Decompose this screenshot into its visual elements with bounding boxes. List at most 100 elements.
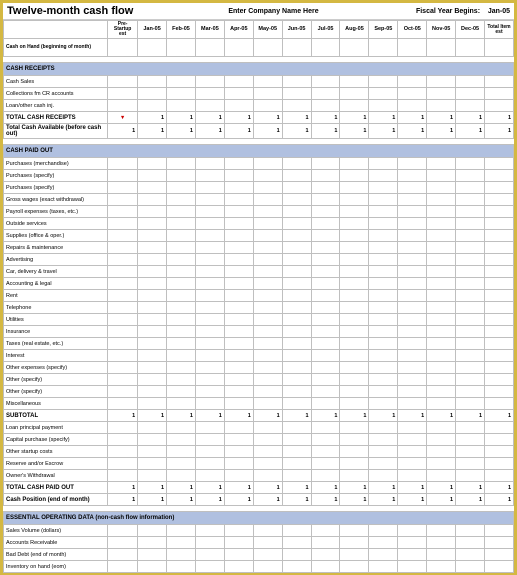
cell[interactable] <box>369 398 398 410</box>
cell[interactable] <box>456 374 485 386</box>
cell[interactable] <box>485 39 514 57</box>
cell[interactable] <box>282 194 311 206</box>
cell[interactable] <box>138 561 167 573</box>
cell[interactable] <box>224 525 253 537</box>
cell[interactable] <box>108 446 138 458</box>
cell[interactable] <box>138 458 167 470</box>
cell[interactable] <box>195 39 224 57</box>
cell[interactable]: 1 <box>224 494 253 506</box>
cell[interactable] <box>340 422 369 434</box>
cell[interactable]: 1 <box>253 124 282 139</box>
cell[interactable] <box>224 386 253 398</box>
cell[interactable]: 1 <box>340 494 369 506</box>
cell[interactable]: 1 <box>108 410 138 422</box>
cell[interactable] <box>108 206 138 218</box>
cell[interactable] <box>224 182 253 194</box>
cell[interactable] <box>167 326 196 338</box>
cell[interactable] <box>311 194 340 206</box>
cell[interactable] <box>369 254 398 266</box>
cell[interactable] <box>340 158 369 170</box>
cell[interactable] <box>108 458 138 470</box>
cell[interactable] <box>167 290 196 302</box>
cell[interactable]: 1 <box>108 494 138 506</box>
cell[interactable] <box>369 39 398 57</box>
cell[interactable] <box>108 338 138 350</box>
cell[interactable]: 1 <box>138 482 167 494</box>
cell[interactable] <box>167 230 196 242</box>
cell[interactable]: 1 <box>456 482 485 494</box>
cell[interactable] <box>282 525 311 537</box>
cell[interactable] <box>224 76 253 88</box>
cell[interactable] <box>340 386 369 398</box>
cell[interactable] <box>398 374 427 386</box>
cell[interactable] <box>282 446 311 458</box>
cell[interactable] <box>427 206 456 218</box>
cell[interactable] <box>108 39 138 57</box>
cell[interactable] <box>108 422 138 434</box>
cell[interactable] <box>282 458 311 470</box>
cell[interactable] <box>253 170 282 182</box>
cell[interactable] <box>195 549 224 561</box>
cell[interactable] <box>224 326 253 338</box>
cell[interactable] <box>456 422 485 434</box>
cell[interactable] <box>138 362 167 374</box>
cell[interactable] <box>311 458 340 470</box>
cell[interactable] <box>485 350 514 362</box>
cell[interactable]: 1 <box>253 482 282 494</box>
cell[interactable]: 1 <box>369 112 398 124</box>
cell[interactable] <box>340 218 369 230</box>
cell[interactable] <box>253 470 282 482</box>
cell[interactable] <box>485 206 514 218</box>
cell[interactable] <box>427 218 456 230</box>
cell[interactable] <box>108 266 138 278</box>
cell[interactable] <box>138 182 167 194</box>
cell[interactable] <box>167 561 196 573</box>
cell[interactable] <box>456 218 485 230</box>
cell[interactable] <box>253 549 282 561</box>
cell[interactable] <box>167 158 196 170</box>
cell[interactable] <box>282 314 311 326</box>
cell[interactable] <box>311 302 340 314</box>
cell[interactable] <box>224 206 253 218</box>
cell[interactable] <box>224 446 253 458</box>
cell[interactable] <box>138 338 167 350</box>
cell[interactable] <box>167 88 196 100</box>
cell[interactable] <box>195 434 224 446</box>
cell[interactable] <box>485 434 514 446</box>
cell[interactable]: 1 <box>195 482 224 494</box>
cell[interactable]: 1 <box>253 112 282 124</box>
cell[interactable] <box>195 254 224 266</box>
cell[interactable] <box>224 549 253 561</box>
cell[interactable] <box>167 314 196 326</box>
cell[interactable] <box>340 326 369 338</box>
cell[interactable]: 1 <box>311 482 340 494</box>
cell[interactable] <box>485 194 514 206</box>
cell[interactable]: 1 <box>282 410 311 422</box>
cell[interactable] <box>311 398 340 410</box>
cell[interactable] <box>427 374 456 386</box>
cell[interactable]: 1 <box>282 494 311 506</box>
cell[interactable] <box>108 88 138 100</box>
cell[interactable] <box>282 549 311 561</box>
cell[interactable] <box>311 362 340 374</box>
cell[interactable] <box>456 182 485 194</box>
cell[interactable] <box>456 278 485 290</box>
cell[interactable] <box>138 230 167 242</box>
cell[interactable] <box>195 470 224 482</box>
cell[interactable] <box>311 422 340 434</box>
cell[interactable]: 1 <box>340 124 369 139</box>
cell[interactable] <box>311 470 340 482</box>
cell[interactable] <box>253 76 282 88</box>
cell[interactable] <box>369 350 398 362</box>
cell[interactable] <box>253 374 282 386</box>
cell[interactable]: 1 <box>369 494 398 506</box>
cell[interactable] <box>224 398 253 410</box>
cell[interactable]: 1 <box>138 124 167 139</box>
cell[interactable] <box>282 398 311 410</box>
cell[interactable] <box>456 242 485 254</box>
cell[interactable] <box>282 302 311 314</box>
cell[interactable] <box>485 458 514 470</box>
cell[interactable] <box>340 206 369 218</box>
cell[interactable] <box>485 158 514 170</box>
cell[interactable]: 1 <box>456 410 485 422</box>
